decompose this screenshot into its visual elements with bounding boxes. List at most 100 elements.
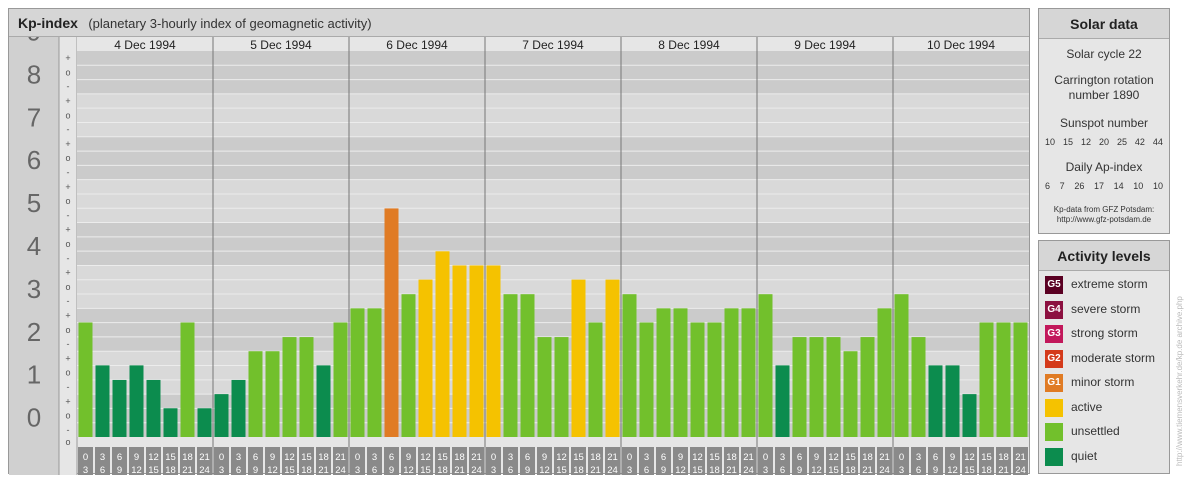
interval-start-label: 0 [899, 452, 904, 463]
kp-bar [860, 337, 875, 437]
interval-start-label: 0 [355, 452, 360, 463]
interval-start-label: 18 [862, 452, 873, 463]
carrington-label-line2: number 1890 [1068, 88, 1140, 102]
interval-cell [486, 447, 501, 475]
interval-cell [129, 447, 144, 475]
interval-start-label: 18 [182, 452, 193, 463]
chart-title-bar: Kp-index (planetary 3-hourly index of ge… [9, 9, 1029, 37]
minor-tick-label: + [65, 225, 70, 235]
chart-title: Kp-index [18, 15, 78, 31]
ap-index-value: 10 [1152, 181, 1163, 191]
interval-end-label: 21 [726, 465, 737, 475]
interval-start-label: 15 [573, 452, 584, 463]
activity-level-row: G4 severe storm [1045, 300, 1169, 320]
kp-bar [554, 337, 569, 437]
interval-start-label: 12 [420, 452, 431, 463]
kp-band [77, 136, 1029, 180]
source-note-link[interactable]: http://www.gfz-potsdam.de [1056, 215, 1152, 224]
interval-end-label: 6 [508, 465, 513, 475]
interval-start-label: 0 [491, 452, 496, 463]
level-label: extreme storm [1071, 277, 1148, 291]
interval-start-label: 12 [148, 452, 159, 463]
interval-start-label: 9 [814, 452, 819, 463]
kp-bar [962, 394, 977, 437]
interval-start-label: 12 [284, 452, 295, 463]
kp-bar [248, 351, 263, 437]
interval-end-label: 21 [182, 465, 193, 475]
interval-end-label: 12 [811, 465, 822, 475]
interval-end-label: 9 [797, 465, 802, 475]
level-label: quiet [1071, 448, 1098, 463]
kp-bar [282, 337, 297, 437]
interval-end-label: 15 [284, 465, 295, 475]
interval-cell [282, 447, 297, 475]
minor-tick-label: o [65, 437, 70, 447]
y-axis-column [9, 37, 59, 475]
kp-bar [843, 351, 858, 437]
interval-end-label: 18 [165, 465, 176, 475]
interval-end-label: 12 [267, 465, 278, 475]
day-label: 6 Dec 1994 [386, 38, 448, 52]
interval-cell [622, 447, 637, 475]
interval-end-label: 9 [933, 465, 938, 475]
interval-end-label: 18 [301, 465, 312, 475]
minor-tick-label: - [67, 82, 70, 92]
interval-end-label: 15 [556, 465, 567, 475]
kp-bar [945, 365, 960, 437]
interval-cell [894, 447, 909, 475]
minor-tick-label: - [67, 210, 70, 220]
interval-start-label: 6 [797, 452, 802, 463]
interval-start-label: 3 [780, 452, 785, 463]
interval-cell [962, 447, 977, 475]
interval-end-label: 15 [420, 465, 431, 475]
interval-cell [605, 447, 620, 475]
minor-tick-label: o [65, 196, 70, 206]
kp-bar [724, 308, 739, 437]
kp-bar [469, 265, 484, 437]
interval-end-label: 15 [692, 465, 703, 475]
interval-cell [469, 447, 484, 475]
interval-end-label: 6 [100, 465, 105, 475]
interval-start-label: 15 [709, 452, 720, 463]
kp-bar [639, 322, 654, 437]
kp-bar [911, 337, 926, 437]
interval-start-label: 12 [828, 452, 839, 463]
minor-tick-label: - [67, 382, 70, 392]
kp-bar [758, 294, 773, 437]
kp-chart-panel: 0123456789+o-+o-+o-+o-+o-+o-+o-+o-+o-o4 … [8, 8, 1030, 475]
interval-cell [554, 447, 569, 475]
interval-start-label: 3 [508, 452, 513, 463]
interval-cell [826, 447, 841, 475]
interval-cell [979, 447, 994, 475]
interval-end-label: 24 [1015, 465, 1026, 475]
carrington-label-line1: Carrington rotation [1054, 73, 1154, 87]
interval-end-label: 18 [573, 465, 584, 475]
interval-cell [333, 447, 348, 475]
interval-start-label: 0 [627, 452, 632, 463]
interval-start-label: 3 [236, 452, 241, 463]
interval-start-label: 21 [1015, 452, 1026, 463]
activity-level-row: G1 minor storm [1045, 373, 1169, 393]
interval-end-label: 3 [355, 465, 360, 475]
kp-bar [673, 308, 688, 437]
interval-end-label: 15 [828, 465, 839, 475]
interval-cell [1013, 447, 1028, 475]
interval-end-label: 12 [131, 465, 142, 475]
kp-bar [894, 294, 909, 437]
ap-index-value: 14 [1113, 181, 1124, 191]
interval-start-label: 21 [471, 452, 482, 463]
ap-index-value: 17 [1093, 181, 1104, 191]
minor-tick-label: - [67, 168, 70, 178]
interval-end-label: 6 [236, 465, 241, 475]
interval-cell [809, 447, 824, 475]
interval-end-label: 12 [947, 465, 958, 475]
interval-end-label: 3 [219, 465, 224, 475]
interval-start-label: 15 [981, 452, 992, 463]
day-header-band [77, 37, 1029, 51]
interval-cell [690, 447, 705, 475]
minor-tick-label: - [67, 339, 70, 349]
minor-tick-label: + [65, 353, 70, 363]
kp-bar [129, 365, 144, 437]
interval-end-label: 9 [117, 465, 122, 475]
interval-start-label: 0 [83, 452, 88, 463]
